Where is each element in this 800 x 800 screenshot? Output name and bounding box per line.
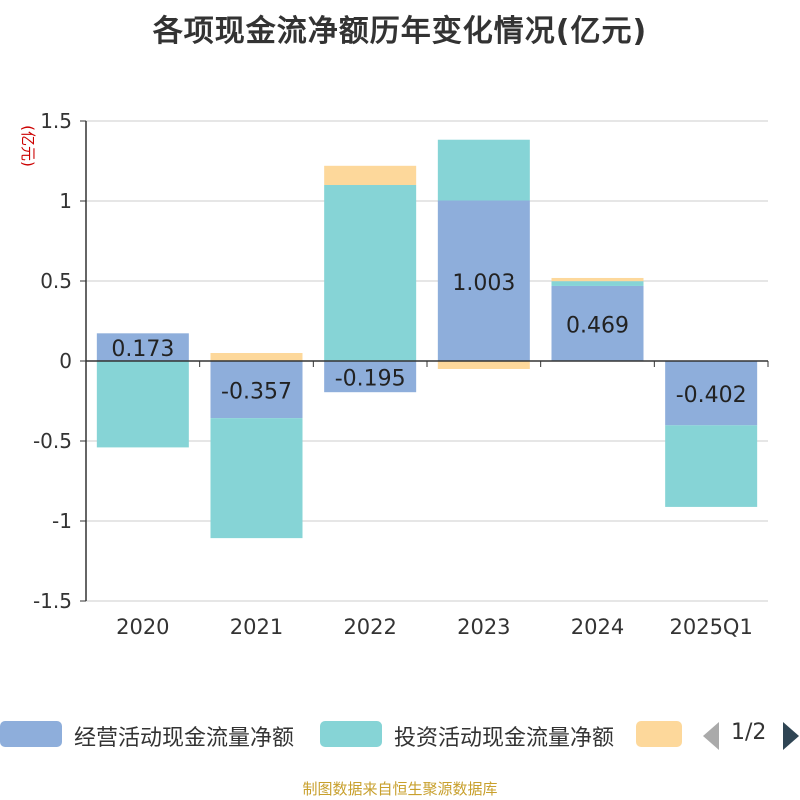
data-label-2022: -0.195: [335, 367, 406, 392]
axes: 1.5 1 0.5 0 -0.5 -1 -1.5 2020 2021 2022 2023 2024 20…: [33, 109, 769, 639]
x-tick-label: 2022: [343, 615, 396, 639]
bar-1-2020[interactable]: [96, 361, 189, 448]
x-tick-label: 2023: [457, 615, 510, 639]
legend-label-investing: 投资活动现金流量净额: [394, 726, 615, 751]
y-tick-label: 1: [59, 189, 72, 213]
legend-swatch-financing: [636, 721, 682, 747]
y-tick-label: -0.5: [33, 429, 72, 453]
bar-2-2024[interactable]: [551, 277, 644, 282]
y-axis-label: (亿元): [19, 125, 37, 167]
bar-1-2023[interactable]: [437, 139, 530, 201]
legend-next-page-icon[interactable]: [783, 722, 799, 750]
legend-label-operating: 经营活动现金流量净额: [74, 726, 295, 751]
y-tick-label: -1.5: [33, 589, 72, 613]
legend-prev-page-icon[interactable]: [703, 722, 719, 750]
bar-0-2024[interactable]: [551, 285, 644, 361]
x-tick-label: 2020: [116, 615, 169, 639]
bar-1-2025Q1[interactable]: [665, 425, 758, 507]
data-label-2025Q1: -0.402: [676, 383, 747, 408]
bar-2-2022[interactable]: [324, 165, 417, 185]
data-source-note: 制图数据来自恒生聚源数据库: [302, 780, 498, 798]
x-tick-label: 2024: [571, 615, 624, 639]
bar-0-2025Q1[interactable]: [665, 361, 758, 426]
data-labels: 0.173 -0.357 -0.195 1.003 0.469 -0.402: [111, 271, 746, 408]
legend-swatch-investing: [320, 721, 382, 747]
bars: [96, 139, 758, 539]
bar-0-2021[interactable]: [210, 361, 303, 419]
legend: 经营活动现金流量净额 投资活动现金流量净额: [0, 714, 800, 754]
legend-page-indicator: 1/2: [731, 720, 767, 745]
data-label-2021: -0.357: [221, 380, 292, 405]
bar-2-2021[interactable]: [210, 353, 303, 361]
x-tick-label: 2021: [230, 615, 283, 639]
bar-1-2021[interactable]: [210, 418, 303, 539]
data-label-2023: 1.003: [452, 271, 515, 296]
bar-0-2020[interactable]: [96, 333, 189, 361]
data-label-2024: 0.469: [566, 313, 629, 338]
bar-0-2023[interactable]: [437, 200, 530, 361]
legend-swatch-operating: [0, 721, 62, 747]
bar-1-2022[interactable]: [324, 185, 417, 361]
y-tick-label: 0: [59, 349, 72, 373]
y-tick-label: 1.5: [40, 109, 72, 133]
y-tick-label: -1: [52, 509, 72, 533]
y-tick-label: 0.5: [40, 269, 72, 293]
bar-0-2022[interactable]: [324, 361, 417, 393]
x-tick-label: 2025Q1: [669, 615, 752, 639]
chart-title: 各项现金流净额历年变化情况(亿元): [152, 14, 648, 49]
bar-1-2024[interactable]: [551, 281, 644, 286]
bar-2-2023[interactable]: [437, 361, 530, 369]
data-label-2020: 0.173: [111, 337, 174, 362]
